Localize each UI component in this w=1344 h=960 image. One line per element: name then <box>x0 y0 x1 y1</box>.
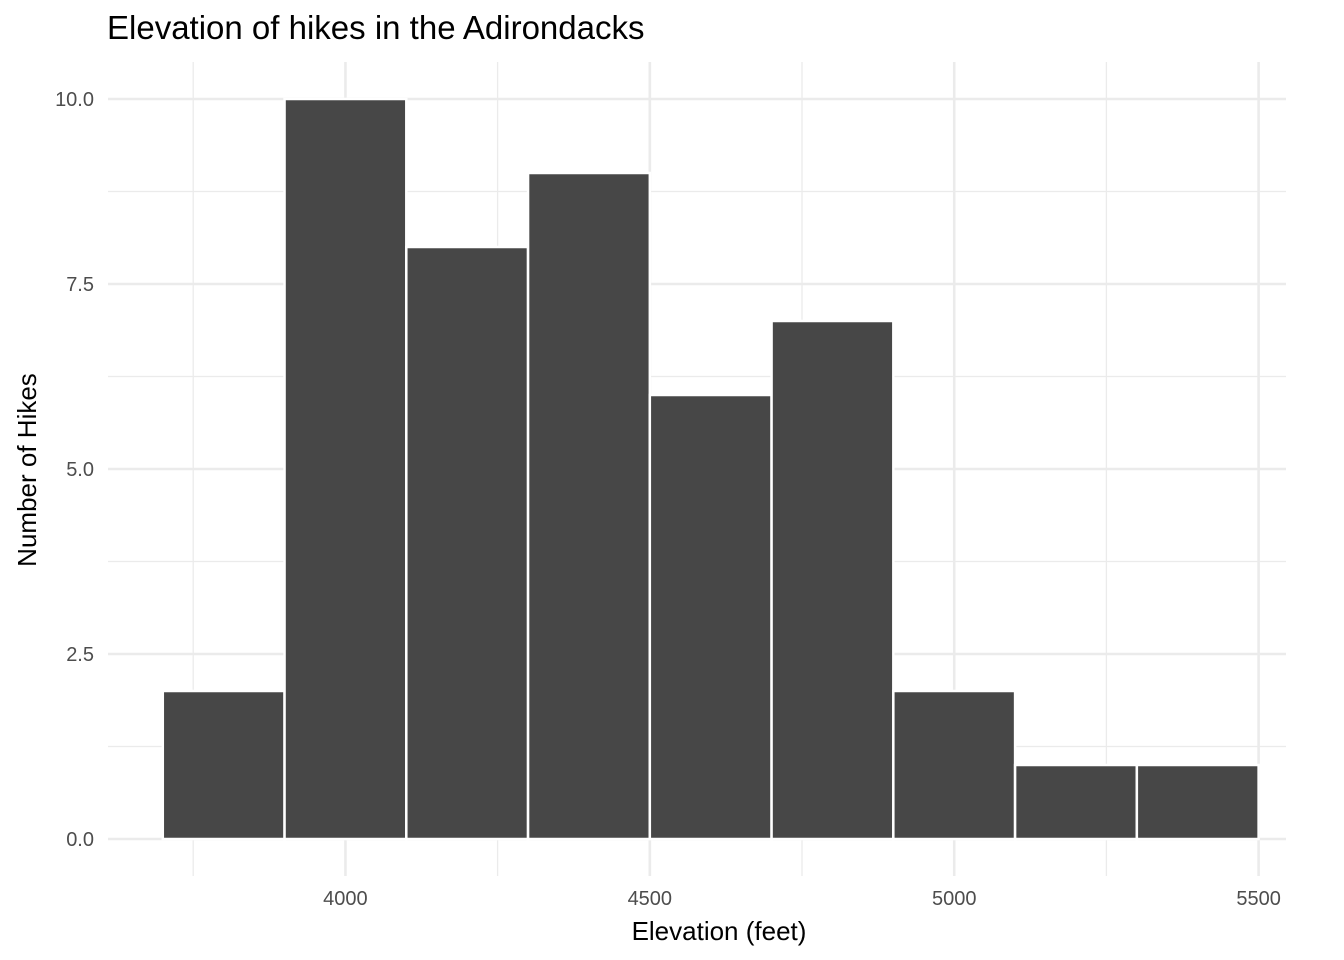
histogram-bar <box>770 319 895 841</box>
histogram-bar <box>405 245 530 841</box>
histogram-bar <box>1135 763 1260 841</box>
chart-title: Elevation of hikes in the Adirondacks <box>107 9 645 46</box>
x-tick-labels: 4000 4500 5000 5500 <box>323 888 1281 910</box>
histogram-bar <box>526 171 652 841</box>
x-tick-label: 5000 <box>932 888 977 910</box>
y-tick-label: 0.0 <box>66 829 94 851</box>
y-tick-label: 5.0 <box>66 459 94 481</box>
x-tick-label: 4000 <box>323 888 368 910</box>
y-tick-label: 2.5 <box>66 644 94 666</box>
histogram-bar <box>1013 763 1139 841</box>
x-tick-label: 4500 <box>628 888 673 910</box>
histogram-bar <box>283 97 408 841</box>
histogram-bar <box>161 689 286 841</box>
y-tick-labels: 0.0 2.5 5.0 7.5 10.0 <box>55 89 94 851</box>
histogram-bar <box>892 689 1017 841</box>
histogram-bar <box>648 393 773 841</box>
histogram-bars <box>161 97 1260 841</box>
y-axis-title: Number of Hikes <box>12 373 42 567</box>
y-tick-label: 7.5 <box>66 274 94 296</box>
x-axis-title: Elevation (feet) <box>632 916 807 946</box>
y-tick-label: 10.0 <box>55 89 94 111</box>
x-tick-label: 5500 <box>1236 888 1281 910</box>
